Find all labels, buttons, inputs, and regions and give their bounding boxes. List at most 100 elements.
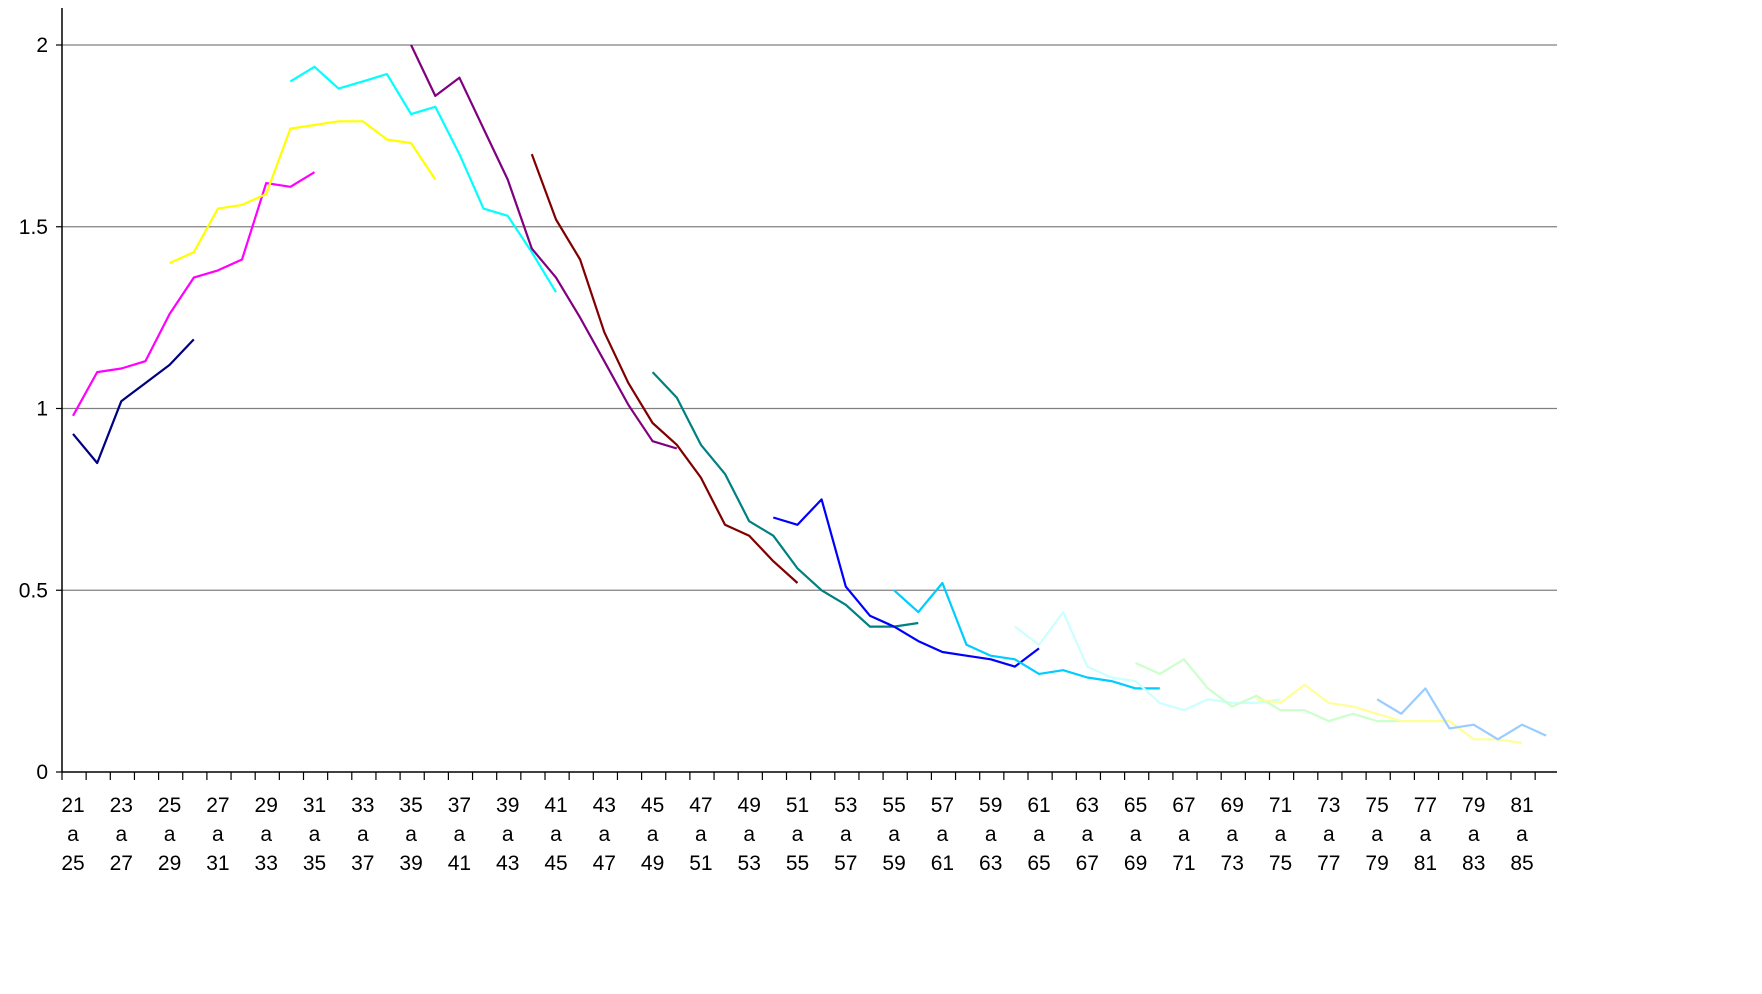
x-tick-label: a: [550, 823, 562, 846]
series-line: [1256, 683, 1523, 744]
x-tick-label: a: [1178, 823, 1190, 846]
x-tick-label: a: [598, 823, 610, 846]
grid-lines: [62, 44, 1557, 591]
x-tick-label: 53: [738, 852, 761, 875]
x-tick-label: a: [1323, 823, 1335, 846]
x-tick-label: 63: [979, 852, 1002, 875]
x-tick-label: 85: [1510, 852, 1533, 875]
x-tick-label: 75: [1269, 852, 1292, 875]
x-tick-label: a: [260, 823, 272, 846]
x-tick-label: 61: [1027, 794, 1050, 817]
series-lines: [72, 44, 1547, 744]
x-tick-label: 27: [110, 852, 133, 875]
series-line: [772, 498, 1040, 668]
x-tick-label: a: [647, 823, 659, 846]
x-tick-label: 77: [1317, 852, 1340, 875]
x-tick-label: a: [1226, 823, 1238, 846]
x-tick-label: 37: [351, 852, 374, 875]
x-tick-label: a: [212, 823, 224, 846]
x-tick-label: 67: [1076, 852, 1099, 875]
x-tick-label: 65: [1027, 852, 1050, 875]
x-tick-label: a: [1081, 823, 1093, 846]
x-tick-label: a: [309, 823, 321, 846]
x-tick-label: 73: [1317, 794, 1340, 817]
x-tick-label: 25: [158, 794, 181, 817]
x-tick-label: 33: [351, 794, 374, 817]
x-tick-label: a: [502, 823, 514, 846]
series-line: [1376, 687, 1547, 741]
x-tick-label: a: [985, 823, 997, 846]
x-tick-label: 43: [593, 794, 616, 817]
x-tick-label: a: [454, 823, 466, 846]
x-tick-label: 71: [1269, 794, 1292, 817]
x-tick-label: a: [792, 823, 804, 846]
x-tick-label: 57: [931, 794, 954, 817]
x-tick-label: 47: [593, 852, 616, 875]
x-tick-label: 81: [1510, 794, 1533, 817]
x-tick-label: 69: [1124, 852, 1147, 875]
x-tick-label: 57: [834, 852, 857, 875]
x-tick-label: 59: [882, 852, 905, 875]
x-tick-label: 37: [448, 794, 471, 817]
y-tick-label: 2: [36, 34, 48, 57]
x-tick-label: 79: [1365, 852, 1388, 875]
x-tick-label: 61: [931, 852, 954, 875]
y-tick-label: 1: [36, 398, 48, 421]
series-line: [289, 65, 557, 293]
series-line: [893, 581, 1160, 690]
x-tick-label: a: [405, 823, 417, 846]
x-tick-label: a: [888, 823, 900, 846]
x-tick-label: 41: [544, 794, 567, 817]
x-tick-label: 23: [110, 794, 133, 817]
x-tick-label: 73: [1221, 852, 1244, 875]
x-tick-label: 27: [206, 794, 229, 817]
x-tick-label: a: [357, 823, 369, 846]
x-tick-label: 51: [786, 794, 809, 817]
x-tick-label: 51: [689, 852, 712, 875]
x-tick-label: 77: [1414, 794, 1437, 817]
x-tick-label: a: [1468, 823, 1480, 846]
x-tick-label: 55: [786, 852, 809, 875]
x-tick-label: 39: [399, 852, 422, 875]
x-tick-label: 31: [206, 852, 229, 875]
x-tick-label: 47: [689, 794, 712, 817]
series-line: [1135, 658, 1402, 723]
x-tick-label: a: [937, 823, 949, 846]
x-tick-label: 63: [1076, 794, 1099, 817]
x-tick-label: 21: [61, 794, 84, 817]
series-line: [530, 153, 799, 584]
x-tick-label: 43: [496, 852, 519, 875]
x-tick-label: 71: [1172, 852, 1195, 875]
y-tick-label: 0: [36, 761, 48, 784]
x-tick-label: a: [67, 823, 79, 846]
series-line: [169, 120, 437, 265]
x-tick-label: 81: [1414, 852, 1437, 875]
y-tick-label: 1.5: [19, 216, 48, 239]
x-tick-label: 79: [1462, 794, 1485, 817]
series-line: [72, 171, 316, 417]
x-tick-label: a: [164, 823, 176, 846]
series-line: [651, 371, 919, 628]
axes: [56, 8, 1557, 780]
x-tick-label: 45: [544, 852, 567, 875]
x-tick-label: 39: [496, 794, 519, 817]
x-tick-label: 31: [303, 794, 326, 817]
x-tick-label: a: [1420, 823, 1432, 846]
y-tick-label: 0.5: [19, 579, 48, 602]
x-tick-label: 53: [834, 794, 857, 817]
series-line: [72, 338, 195, 465]
x-tick-label: 49: [641, 852, 664, 875]
x-tick-label: a: [743, 823, 755, 846]
x-tick-label: 55: [882, 794, 905, 817]
x-tick-label: a: [840, 823, 852, 846]
x-tick-label: a: [695, 823, 707, 846]
x-tick-label: 35: [303, 852, 326, 875]
x-tick-label: a: [115, 823, 127, 846]
x-tick-label: 49: [738, 794, 761, 817]
x-tick-label: a: [1130, 823, 1142, 846]
x-tick-label: a: [1516, 823, 1528, 846]
x-tick-label: 75: [1365, 794, 1388, 817]
x-tick-label: 41: [448, 852, 471, 875]
